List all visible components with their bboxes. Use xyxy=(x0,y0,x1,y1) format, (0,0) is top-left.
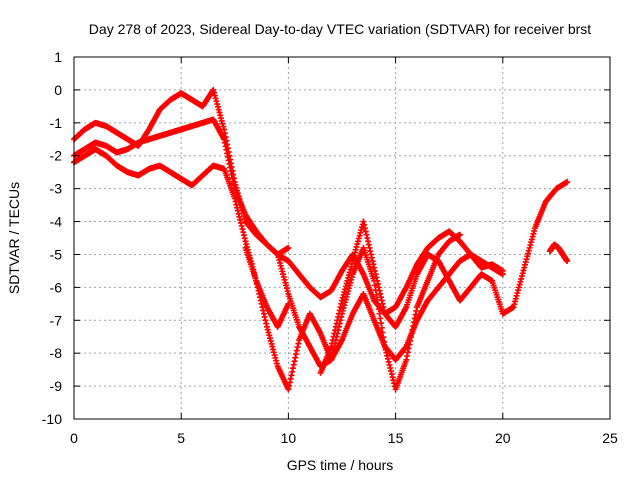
data-point xyxy=(564,258,571,265)
data-points xyxy=(71,86,571,393)
x-axis-label: GPS time / hours xyxy=(287,457,394,473)
y-tick-label: -5 xyxy=(50,246,63,262)
series-6 xyxy=(317,179,571,376)
y-tick-label: 0 xyxy=(54,82,62,98)
y-tick-label: -7 xyxy=(50,312,63,328)
series-2 xyxy=(71,86,292,258)
x-tick-label: 0 xyxy=(70,430,78,446)
data-point xyxy=(499,271,506,278)
chart-title: Day 278 of 2023, Sidereal Day-to-day VTE… xyxy=(89,21,591,37)
x-tick-label: 25 xyxy=(602,430,618,446)
y-tick-label: -6 xyxy=(50,279,63,295)
series-7 xyxy=(546,241,571,265)
x-tick-label: 15 xyxy=(388,430,404,446)
y-tick-label: -8 xyxy=(50,345,63,361)
x-tick-label: 20 xyxy=(495,430,511,446)
x-tick-label: 10 xyxy=(281,430,297,446)
y-tick-label: -9 xyxy=(50,378,63,394)
y-tick-label: -10 xyxy=(42,411,62,427)
data-point xyxy=(564,179,571,186)
y-tick-label: -2 xyxy=(50,148,63,164)
data-point xyxy=(456,231,463,238)
grid-lines xyxy=(74,57,610,419)
data-point xyxy=(285,244,292,251)
y-tick-label: 1 xyxy=(54,49,62,65)
plot-frame xyxy=(73,56,611,420)
y-axis-ticks: 1 0 -1 -2 -3 -4 -5 -6 -7 -8 -9 -10 xyxy=(42,49,610,427)
x-tick-label: 5 xyxy=(177,430,185,446)
y-tick-label: -4 xyxy=(50,214,63,230)
x-axis-ticks: 0 5 10 15 20 25 xyxy=(70,57,618,446)
y-tick-label: -1 xyxy=(50,115,63,131)
y-tick-label: -3 xyxy=(50,181,63,197)
y-axis-label: SDTVAR / TECUs xyxy=(6,182,22,294)
